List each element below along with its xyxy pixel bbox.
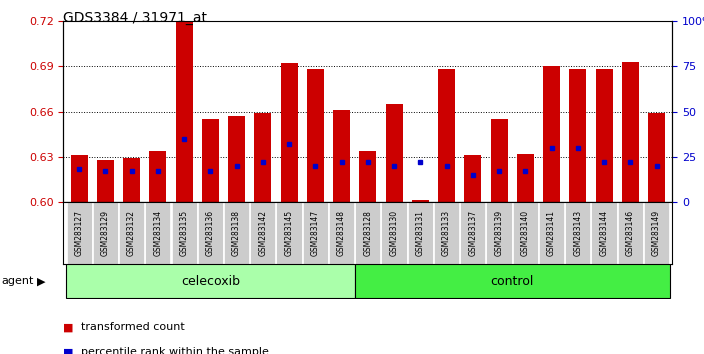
FancyBboxPatch shape: [591, 202, 617, 264]
Text: GSM283136: GSM283136: [206, 210, 215, 256]
Text: GSM283130: GSM283130: [389, 210, 398, 256]
FancyBboxPatch shape: [382, 202, 407, 264]
Text: GSM283141: GSM283141: [547, 210, 556, 256]
Text: percentile rank within the sample: percentile rank within the sample: [81, 347, 269, 354]
Text: ■: ■: [63, 322, 74, 332]
FancyBboxPatch shape: [486, 202, 512, 264]
Bar: [175, 21, 193, 202]
Text: control: control: [491, 275, 534, 288]
Text: ▶: ▶: [37, 276, 45, 286]
FancyBboxPatch shape: [355, 264, 670, 298]
Bar: [202, 119, 219, 202]
Bar: [97, 160, 114, 202]
FancyBboxPatch shape: [460, 202, 486, 264]
FancyBboxPatch shape: [66, 202, 92, 264]
Bar: [149, 150, 166, 202]
FancyBboxPatch shape: [303, 202, 328, 264]
Bar: [412, 200, 429, 202]
Bar: [281, 63, 298, 202]
Text: GSM283148: GSM283148: [337, 210, 346, 256]
Text: GSM283135: GSM283135: [180, 210, 189, 256]
FancyBboxPatch shape: [277, 202, 302, 264]
Bar: [648, 113, 665, 202]
FancyBboxPatch shape: [434, 202, 459, 264]
Text: GSM283127: GSM283127: [75, 210, 84, 256]
FancyBboxPatch shape: [145, 202, 170, 264]
Text: GSM283146: GSM283146: [626, 210, 635, 256]
Bar: [70, 155, 87, 202]
FancyBboxPatch shape: [356, 202, 380, 264]
FancyBboxPatch shape: [513, 202, 538, 264]
FancyBboxPatch shape: [644, 202, 670, 264]
FancyBboxPatch shape: [565, 202, 591, 264]
Bar: [359, 150, 377, 202]
Text: GSM283139: GSM283139: [495, 210, 503, 256]
Text: GDS3384 / 31971_at: GDS3384 / 31971_at: [63, 11, 208, 25]
FancyBboxPatch shape: [198, 202, 223, 264]
Text: GSM283131: GSM283131: [416, 210, 425, 256]
Text: GSM283142: GSM283142: [258, 210, 268, 256]
FancyBboxPatch shape: [329, 202, 354, 264]
FancyBboxPatch shape: [408, 202, 433, 264]
Text: agent: agent: [1, 276, 34, 286]
FancyBboxPatch shape: [93, 202, 118, 264]
Text: GSM283143: GSM283143: [573, 210, 582, 256]
Bar: [438, 69, 455, 202]
Text: GSM283144: GSM283144: [600, 210, 608, 256]
FancyBboxPatch shape: [250, 202, 275, 264]
Bar: [517, 154, 534, 202]
Text: GSM283138: GSM283138: [232, 210, 241, 256]
Bar: [307, 69, 324, 202]
FancyBboxPatch shape: [617, 202, 643, 264]
Text: transformed count: transformed count: [81, 322, 184, 332]
Bar: [123, 158, 140, 202]
Text: GSM283140: GSM283140: [521, 210, 530, 256]
Bar: [543, 67, 560, 202]
FancyBboxPatch shape: [539, 202, 564, 264]
Text: celecoxib: celecoxib: [181, 275, 240, 288]
Bar: [465, 155, 482, 202]
FancyBboxPatch shape: [224, 202, 249, 264]
FancyBboxPatch shape: [66, 264, 355, 298]
Text: GSM283132: GSM283132: [127, 210, 136, 256]
Bar: [596, 69, 612, 202]
FancyBboxPatch shape: [172, 202, 196, 264]
FancyBboxPatch shape: [119, 202, 144, 264]
Text: GSM283133: GSM283133: [442, 210, 451, 256]
Text: GSM283128: GSM283128: [363, 210, 372, 256]
Bar: [228, 116, 245, 202]
Bar: [491, 119, 508, 202]
Bar: [386, 104, 403, 202]
Text: GSM283145: GSM283145: [284, 210, 294, 256]
Text: GSM283149: GSM283149: [652, 210, 661, 256]
Bar: [333, 110, 350, 202]
Text: ■: ■: [63, 347, 74, 354]
Text: GSM283147: GSM283147: [311, 210, 320, 256]
Bar: [622, 62, 639, 202]
Text: GSM283129: GSM283129: [101, 210, 110, 256]
Bar: [570, 69, 586, 202]
Text: GSM283137: GSM283137: [468, 210, 477, 256]
Text: GSM283134: GSM283134: [153, 210, 163, 256]
Bar: [254, 113, 271, 202]
